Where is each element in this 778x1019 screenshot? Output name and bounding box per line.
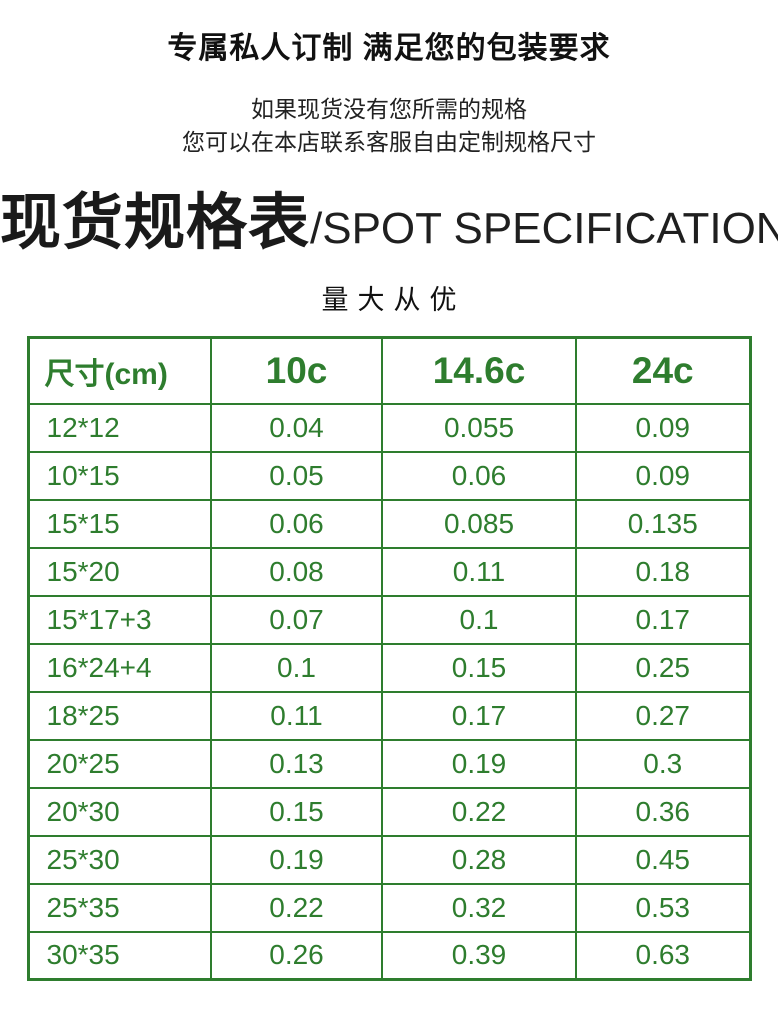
table-row: 15*20 0.08 0.11 0.18 [27,546,751,597]
price-cell-14-6c: 0.39 [381,930,577,981]
subtitle-line-1: 如果现货没有您所需的规格 [251,96,527,122]
table-row: 16*24+4 0.1 0.15 0.25 [27,642,751,693]
price-cell-14-6c: 0.055 [381,402,577,453]
table-row: 18*25 0.11 0.17 0.27 [27,690,751,741]
price-cell-24c: 0.27 [575,690,751,741]
price-cell-14-6c: 0.1 [381,594,577,645]
table-row: 30*35 0.26 0.39 0.63 [27,930,751,981]
size-cell: 12*12 [27,402,212,453]
price-cell-10c: 0.04 [210,402,383,453]
size-cell: 30*35 [27,930,212,981]
price-cell-14-6c: 0.28 [381,834,577,885]
col-header-14-6c: 14.6c [381,336,577,405]
price-cell-24c: 0.25 [575,642,751,693]
price-cell-24c: 0.09 [575,450,751,501]
price-cell-24c: 0.135 [575,498,751,549]
tagline: 量大从优 [321,285,466,315]
price-cell-14-6c: 0.17 [381,690,577,741]
table-row: 15*15 0.06 0.085 0.135 [27,498,751,549]
table-row: 20*30 0.15 0.22 0.36 [27,786,751,837]
size-cell: 10*15 [27,450,212,501]
size-cell: 25*35 [27,882,212,933]
price-cell-10c: 0.06 [210,498,383,549]
table-row: 12*12 0.04 0.055 0.09 [27,402,751,453]
col-header-10c: 10c [210,336,383,405]
price-cell-24c: 0.3 [575,738,751,789]
subtitle-block: 如果现货没有您所需的规格 您可以在本店联系客服自由定制规格尺寸 [0,93,778,159]
table-row: 10*15 0.05 0.06 0.09 [27,450,751,501]
price-cell-24c: 0.63 [575,930,751,981]
price-cell-14-6c: 0.085 [381,498,577,549]
size-cell: 20*25 [27,738,212,789]
heading-english: /SPOT SPECIFICATION [310,204,778,253]
price-cell-10c: 0.1 [210,642,383,693]
price-cell-10c: 0.22 [210,882,383,933]
price-cell-10c: 0.08 [210,546,383,597]
table-row: 25*30 0.19 0.28 0.45 [27,834,751,885]
spec-table-header: 尺寸(cm) 10c 14.6c 24c [27,336,751,405]
price-cell-24c: 0.53 [575,882,751,933]
header-row: 尺寸(cm) 10c 14.6c 24c [27,336,751,405]
size-cell: 15*17+3 [27,594,212,645]
price-cell-10c: 0.19 [210,834,383,885]
page-title: 专属私人订制 满足您的包装要求 [167,32,611,65]
price-cell-14-6c: 0.11 [381,546,577,597]
section-heading: 现货规格表/SPOT SPECIFICATION [0,188,778,273]
size-cell: 15*20 [27,546,212,597]
price-cell-10c: 0.15 [210,786,383,837]
spec-table-body: 12*12 0.04 0.055 0.09 10*15 0.05 0.06 0.… [27,402,751,981]
table-row: 15*17+3 0.07 0.1 0.17 [27,594,751,645]
subtitle-line-2: 您可以在本店联系客服自由定制规格尺寸 [182,129,596,155]
price-cell-14-6c: 0.22 [381,786,577,837]
price-cell-24c: 0.45 [575,834,751,885]
size-cell: 15*15 [27,498,212,549]
heading-chinese: 现货规格表 [0,188,311,256]
price-cell-10c: 0.13 [210,738,383,789]
price-cell-14-6c: 0.19 [381,738,577,789]
table-row: 25*35 0.22 0.32 0.53 [27,882,751,933]
col-header-24c: 24c [575,336,751,405]
price-cell-24c: 0.36 [575,786,751,837]
spec-table: 尺寸(cm) 10c 14.6c 24c 12*12 0.04 0.055 0.… [26,336,752,981]
price-cell-24c: 0.17 [575,594,751,645]
col-header-size: 尺寸(cm) [27,336,212,405]
price-cell-14-6c: 0.06 [381,450,577,501]
price-cell-10c: 0.07 [210,594,383,645]
price-cell-14-6c: 0.32 [381,882,577,933]
price-cell-10c: 0.26 [210,930,383,981]
price-cell-24c: 0.18 [575,546,751,597]
price-cell-10c: 0.05 [210,450,383,501]
price-cell-24c: 0.09 [575,402,751,453]
table-row: 20*25 0.13 0.19 0.3 [27,738,751,789]
price-cell-10c: 0.11 [210,690,383,741]
size-cell: 16*24+4 [27,642,212,693]
size-cell: 25*30 [27,834,212,885]
price-cell-14-6c: 0.15 [381,642,577,693]
size-cell: 18*25 [27,690,212,741]
size-cell: 20*30 [27,786,212,837]
